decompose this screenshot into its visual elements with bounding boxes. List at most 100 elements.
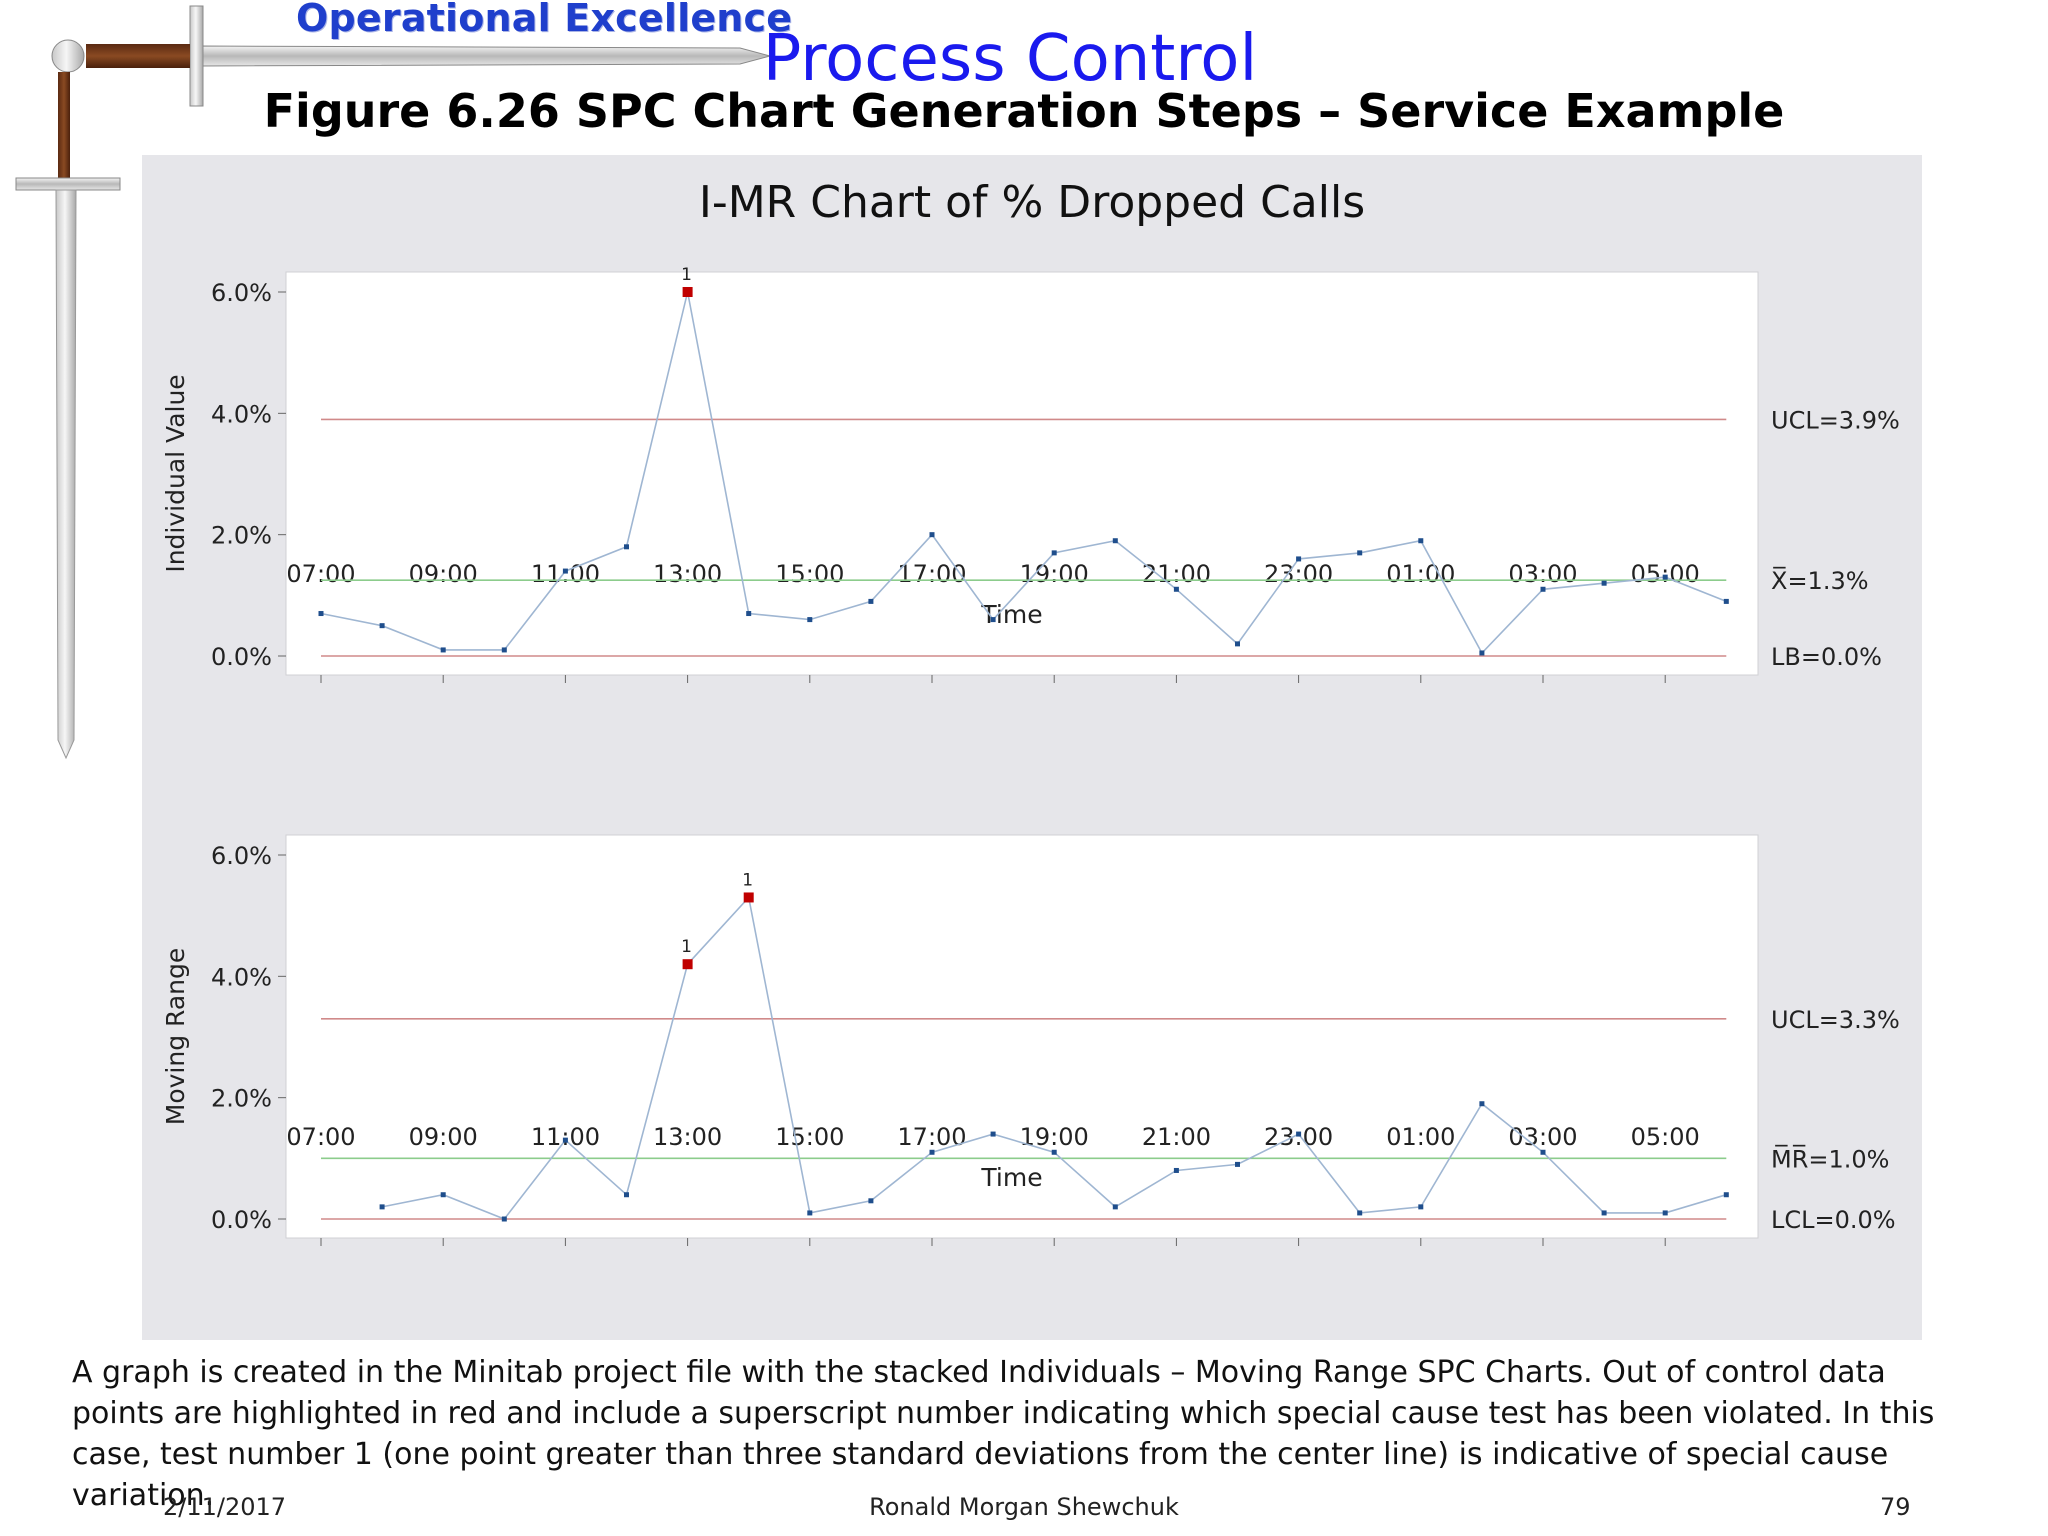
moving-range-data-point [440,1192,446,1198]
individuals-series-line [320,291,1727,655]
moving-range-data-point [1051,1149,1057,1155]
individuals-data-point [440,647,446,653]
moving-range-x-tick-label: 21:00 [1142,1123,1211,1151]
individuals-x-tick-label: 13:00 [653,560,722,588]
chart-title: I-MR Chart of % Dropped Calls [699,177,1365,228]
individuals-y-tick-label: 6.0% [211,279,272,307]
moving-range-data-point [1662,1210,1668,1216]
moving-range-test-number-label: 1 [742,870,753,890]
moving-range-plot-area [285,834,1759,1239]
moving-range-y-axis-title: Moving Range [161,948,190,1126]
moving-range-y-tick-label: 0.0% [211,1206,272,1234]
individuals-x-tick-label: 21:00 [1142,560,1211,588]
moving-range-out-of-control-point [682,959,693,970]
individuals-x-tick-label: 09:00 [409,560,478,588]
individuals-center-label: X̅=1.3% [1771,566,1869,595]
moving-range-data-point [1601,1210,1607,1216]
moving-range-lcl-label: LCL=0.0% [1771,1206,1896,1234]
moving-range-data-point [1479,1101,1485,1107]
page-title-text: Process Control [762,22,1258,96]
individuals-data-point [318,611,324,617]
moving-range-x-tick-label: 17:00 [897,1123,966,1151]
individuals-y-axis-title: Individual Value [161,374,190,572]
footer-date: 2/11/2017 [163,1493,287,1521]
moving-range-data-point [1418,1204,1424,1210]
moving-range-data-point [807,1210,813,1216]
moving-range-data-point [868,1198,874,1204]
moving-range-data-point [1357,1210,1363,1216]
moving-range-data-point [1296,1131,1302,1137]
individuals-ucl-label: UCL=3.9% [1771,406,1900,434]
banner-text: Operational Excellence [296,0,793,40]
moving-range-data-point [1235,1161,1240,1167]
moving-range-y-tick-label: 2.0% [211,1085,272,1113]
individuals-data-point [562,568,568,574]
moving-range-center-label: M̅R̅=1.0% [1771,1144,1889,1173]
individuals-lcl-label: LB=0.0% [1771,643,1882,671]
individuals-data-point [1235,641,1240,647]
individuals-data-point [1540,586,1546,592]
moving-range-data-point [1112,1204,1118,1210]
moving-range-x-tick-label: 07:00 [286,1123,355,1151]
moving-range-test-number-label: 1 [681,937,692,957]
individuals-x-axis-title: Time [980,600,1042,629]
individuals-x-tick-label: 23:00 [1264,560,1333,588]
moving-range-data-point [624,1192,629,1198]
individuals-test-number-label: 1 [681,265,692,285]
individuals-y-tick-label: 2.0% [211,522,272,550]
moving-range-data-point [379,1204,385,1210]
individuals-data-point [807,617,813,623]
moving-range-data-point [990,1131,996,1137]
sword-icon [15,5,772,760]
individuals-data-point [379,623,385,629]
individuals-data-point [746,611,752,617]
moving-range-y-tick-label: 4.0% [211,963,272,991]
moving-range-data-point [1540,1149,1546,1155]
individuals-data-point [1601,580,1607,586]
individuals-data-point [1112,538,1118,544]
individuals-data-point [624,544,629,550]
moving-range-data-point [1173,1167,1179,1173]
moving-range-y-tick-label: 6.0% [211,842,272,870]
footer-author: Ronald Morgan Shewchuk [869,1493,1179,1521]
individuals-data-point [1418,538,1424,544]
moving-range-data-point [929,1149,935,1155]
page-subtitle: Figure 6.26 SPC Chart Generation Steps –… [263,84,1785,138]
individuals-data-point [929,532,935,538]
moving-range-data-point [1723,1192,1729,1198]
individuals-data-point [1357,550,1363,556]
individuals-data-point [501,647,507,653]
individuals-y-tick-label: 4.0% [211,400,272,428]
moving-range-x-tick-label: 09:00 [409,1123,478,1151]
individuals-out-of-control-point [682,287,693,297]
moving-range-x-tick-label: 15:00 [775,1123,844,1151]
imr-chart: I-MR Chart of % Dropped Calls 6.0% 4.0% 2.… [161,177,1900,1246]
individuals-data-point [1173,586,1179,592]
individuals-data-point [1723,598,1729,604]
chart-panel: I-MR Chart of % Dropped Calls 6.0% 4.0% 2.… [142,155,1922,1340]
moving-range-x-tick-label: 19:00 [1020,1123,1089,1151]
individuals-data-point [1296,556,1302,562]
individuals-x-tick-label: 15:00 [775,560,844,588]
individuals-x-tick-label: 03:00 [1508,560,1577,588]
page-title: Process Control [0,22,2048,96]
individuals-data-point [1479,650,1485,656]
moving-range-x-tick-label: 11:00 [531,1123,600,1151]
individuals-data-point [868,598,874,604]
individuals-data-point [1662,574,1668,580]
individuals-y-tick-label: 0.0% [211,643,272,671]
moving-range-x-tick-label: 03:00 [1508,1123,1577,1151]
footer-page-number: 79 [1880,1493,1911,1521]
individuals-x-tick-label: 19:00 [1020,560,1089,588]
moving-range-x-tick-label: 13:00 [653,1123,722,1151]
moving-range-data-point [501,1216,507,1222]
caption: A graph is created in the Minitab projec… [72,1355,1935,1513]
moving-range-x-axis-title: Time [980,1163,1042,1192]
moving-range-data-point [562,1137,568,1143]
individuals-data-point [1051,550,1057,556]
individuals-x-tick-label: 17:00 [897,560,966,588]
moving-range-ucl-label: UCL=3.3% [1771,1006,1900,1034]
moving-range-out-of-control-point [743,892,754,903]
individuals-x-tick-label: 05:00 [1631,560,1700,588]
moving-range-x-tick-label: 05:00 [1631,1123,1700,1151]
